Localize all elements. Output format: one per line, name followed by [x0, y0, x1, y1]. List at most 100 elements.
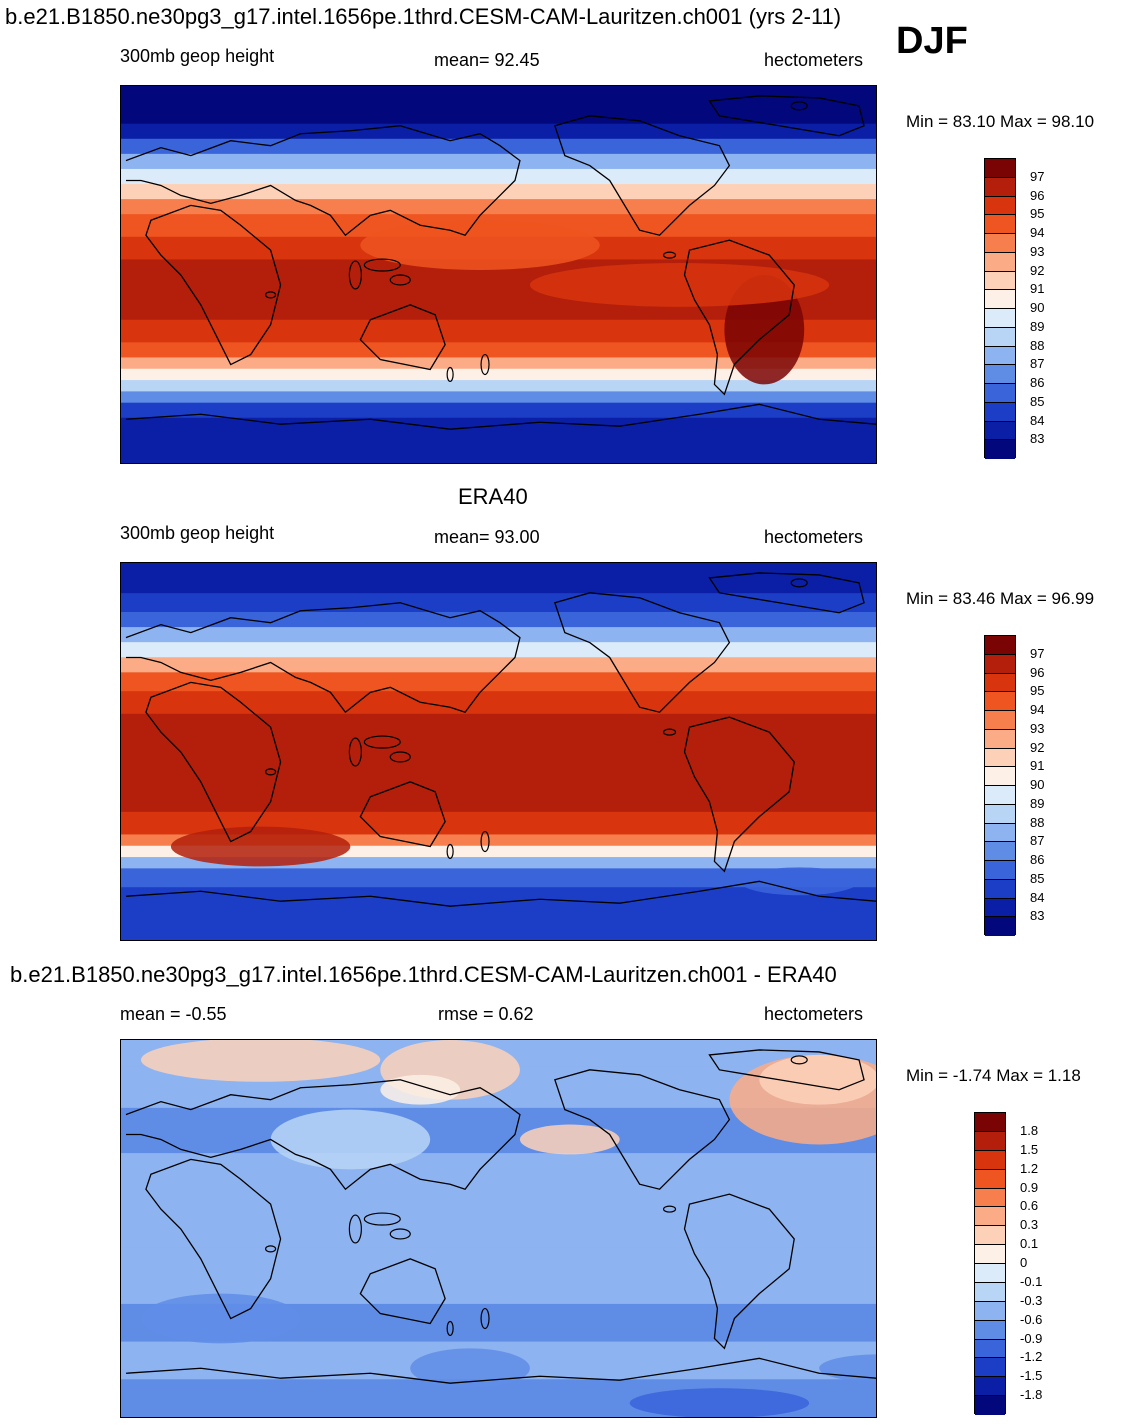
- field-band: [121, 319, 876, 344]
- coastline: [359, 304, 446, 371]
- field-band: [121, 357, 876, 370]
- colorbar-box: [975, 1396, 1005, 1415]
- field-anomaly: [140, 1040, 381, 1082]
- coastline: [359, 1258, 446, 1325]
- colorbar-label: 86: [1030, 852, 1045, 867]
- colorbar-label: 88: [1030, 814, 1045, 830]
- colorbar-label: 92: [1030, 262, 1045, 278]
- field-band: [121, 168, 876, 186]
- colorbar-label: 97: [1030, 168, 1045, 184]
- field-band: [121, 402, 876, 419]
- colorbar-box: [975, 1358, 1005, 1378]
- colorbar-box: [985, 365, 1015, 384]
- coastline: [145, 681, 282, 843]
- coastline-island: [446, 366, 454, 383]
- colorbar-box: [985, 636, 1015, 655]
- map-model: [120, 85, 877, 464]
- coastline-island: [348, 260, 362, 290]
- colorbar-box: [975, 1264, 1005, 1283]
- colorbar-label: -0.6: [1020, 1311, 1043, 1327]
- colorbar-label: 0.9: [1020, 1179, 1039, 1195]
- colorbar-box: [985, 252, 1015, 272]
- coastline-island: [389, 274, 411, 286]
- colorbar-box: [985, 346, 1015, 366]
- field-band: [121, 563, 876, 595]
- colorbar-box: [985, 309, 1015, 328]
- colorbar-box: [985, 767, 1015, 786]
- coastline-island: [480, 1307, 490, 1330]
- coastline-island: [446, 843, 454, 860]
- coastline: [145, 1158, 282, 1320]
- coastline-island: [363, 735, 401, 749]
- colorbar-box: [975, 1226, 1005, 1246]
- field-anomaly: [270, 1109, 431, 1170]
- colorbar-label: 83: [1030, 431, 1045, 447]
- colorbar-label: 0.3: [1020, 1217, 1039, 1233]
- colorbar-box: [985, 711, 1015, 730]
- colorbar-label: 95: [1030, 206, 1045, 222]
- colorbar-box: [985, 823, 1015, 843]
- colorbar-box: [985, 786, 1015, 805]
- coastline-island: [662, 728, 677, 736]
- field-band: [121, 593, 876, 614]
- colorbar-box: [975, 1377, 1005, 1397]
- coastline-island: [348, 737, 362, 767]
- colorbar-label: 88: [1030, 337, 1045, 353]
- colorbar-label: 90: [1030, 300, 1045, 315]
- colorbar-label: 85: [1030, 393, 1045, 409]
- field-band: [121, 811, 876, 836]
- season-label: DJF: [896, 20, 968, 62]
- colorbar-box: [975, 1207, 1005, 1227]
- panel-minmax: Min = 83.10 Max = 98.10: [906, 112, 1095, 131]
- colorbar-label: -1.2: [1020, 1349, 1043, 1365]
- field-anomaly: [170, 826, 351, 867]
- colorbar-label: 87: [1030, 356, 1045, 372]
- colorbar-label: 91: [1030, 758, 1045, 774]
- colorbar-label: 90: [1030, 777, 1045, 792]
- field-band: [121, 199, 876, 216]
- coastline-island: [265, 291, 277, 299]
- field-band: [121, 86, 876, 125]
- colorbar-box: [985, 421, 1015, 441]
- colorbar-label: -1.8: [1020, 1387, 1043, 1403]
- colorbar-obs: [984, 635, 1016, 936]
- colorbar-label: 86: [1030, 375, 1045, 390]
- field-anomaly: [529, 263, 830, 307]
- colorbar-box: [985, 234, 1015, 253]
- colorbar-box: [985, 692, 1015, 711]
- colorbar-label: 0.1: [1020, 1236, 1039, 1252]
- field-band: [121, 672, 876, 693]
- coastline: [554, 592, 731, 713]
- colorbar-box: [985, 196, 1015, 216]
- colorbar-label: 1.5: [1020, 1141, 1039, 1157]
- colorbar-label: 89: [1030, 318, 1045, 334]
- coastline: [708, 572, 865, 614]
- field-band: [121, 713, 876, 813]
- colorbar-box: [985, 384, 1015, 403]
- coastline-island: [265, 768, 277, 776]
- coastline-island: [389, 751, 411, 763]
- panel-minmax: Min = 83.46 Max = 96.99: [906, 589, 1095, 608]
- coastline: [683, 239, 795, 396]
- coastline: [125, 880, 876, 907]
- colorbar-box: [975, 1113, 1005, 1132]
- colorbar-label: 91: [1030, 281, 1045, 297]
- colorbar-box: [985, 673, 1015, 693]
- field-band: [121, 887, 876, 940]
- colorbar-box: [985, 402, 1015, 422]
- colorbar-box: [985, 327, 1015, 347]
- colorbar-box: [975, 1131, 1005, 1151]
- coastline: [708, 1049, 865, 1091]
- colorbar-label: 89: [1030, 795, 1045, 811]
- field-band: [121, 138, 876, 155]
- panel-rmse-label: rmse = 0.62: [438, 1004, 534, 1024]
- map-model-field: [121, 86, 876, 463]
- colorbar-label: -0.9: [1020, 1330, 1043, 1346]
- map-obs-field: [121, 563, 876, 940]
- colorbar-label: 1.8: [1020, 1122, 1039, 1138]
- coastline-island: [790, 1055, 808, 1065]
- coastline-island: [790, 578, 808, 588]
- field-band: [121, 417, 876, 463]
- colorbar-label: 96: [1030, 187, 1045, 203]
- colorbar-label: -0.3: [1020, 1292, 1043, 1308]
